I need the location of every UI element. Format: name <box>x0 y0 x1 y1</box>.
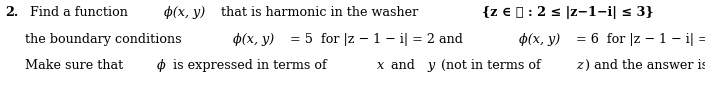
Text: ) and the answer is fully: ) and the answer is fully <box>585 59 705 72</box>
Text: ϕ(x, y): ϕ(x, y) <box>520 33 560 46</box>
Text: is expressed in terms of: is expressed in terms of <box>168 59 331 72</box>
Text: = 5  for |z − 1 − i| = 2 and: = 5 for |z − 1 − i| = 2 and <box>286 33 467 46</box>
Text: and: and <box>386 59 419 72</box>
Text: that is harmonic in the washer: that is harmonic in the washer <box>217 6 422 19</box>
Text: y: y <box>428 59 435 72</box>
Text: Make sure that: Make sure that <box>25 59 128 72</box>
Text: z: z <box>576 59 583 72</box>
Text: x: x <box>377 59 384 72</box>
Text: (not in terms of: (not in terms of <box>437 59 545 72</box>
Text: ϕ(x, y): ϕ(x, y) <box>233 33 274 46</box>
Text: and satisfies: and satisfies <box>704 6 705 19</box>
Text: = 6  for |z − 1 − i| = 3.: = 6 for |z − 1 − i| = 3. <box>572 33 705 46</box>
Text: {z ∈ ℂ : 2 ≤ |z−1−i| ≤ 3}: {z ∈ ℂ : 2 ≤ |z−1−i| ≤ 3} <box>482 6 654 19</box>
Text: the boundary conditions: the boundary conditions <box>25 33 186 46</box>
Text: ϕ(x, y): ϕ(x, y) <box>164 6 205 19</box>
Text: ϕ: ϕ <box>157 59 166 72</box>
Text: Find a function: Find a function <box>22 6 132 19</box>
Text: 2.: 2. <box>5 6 18 19</box>
